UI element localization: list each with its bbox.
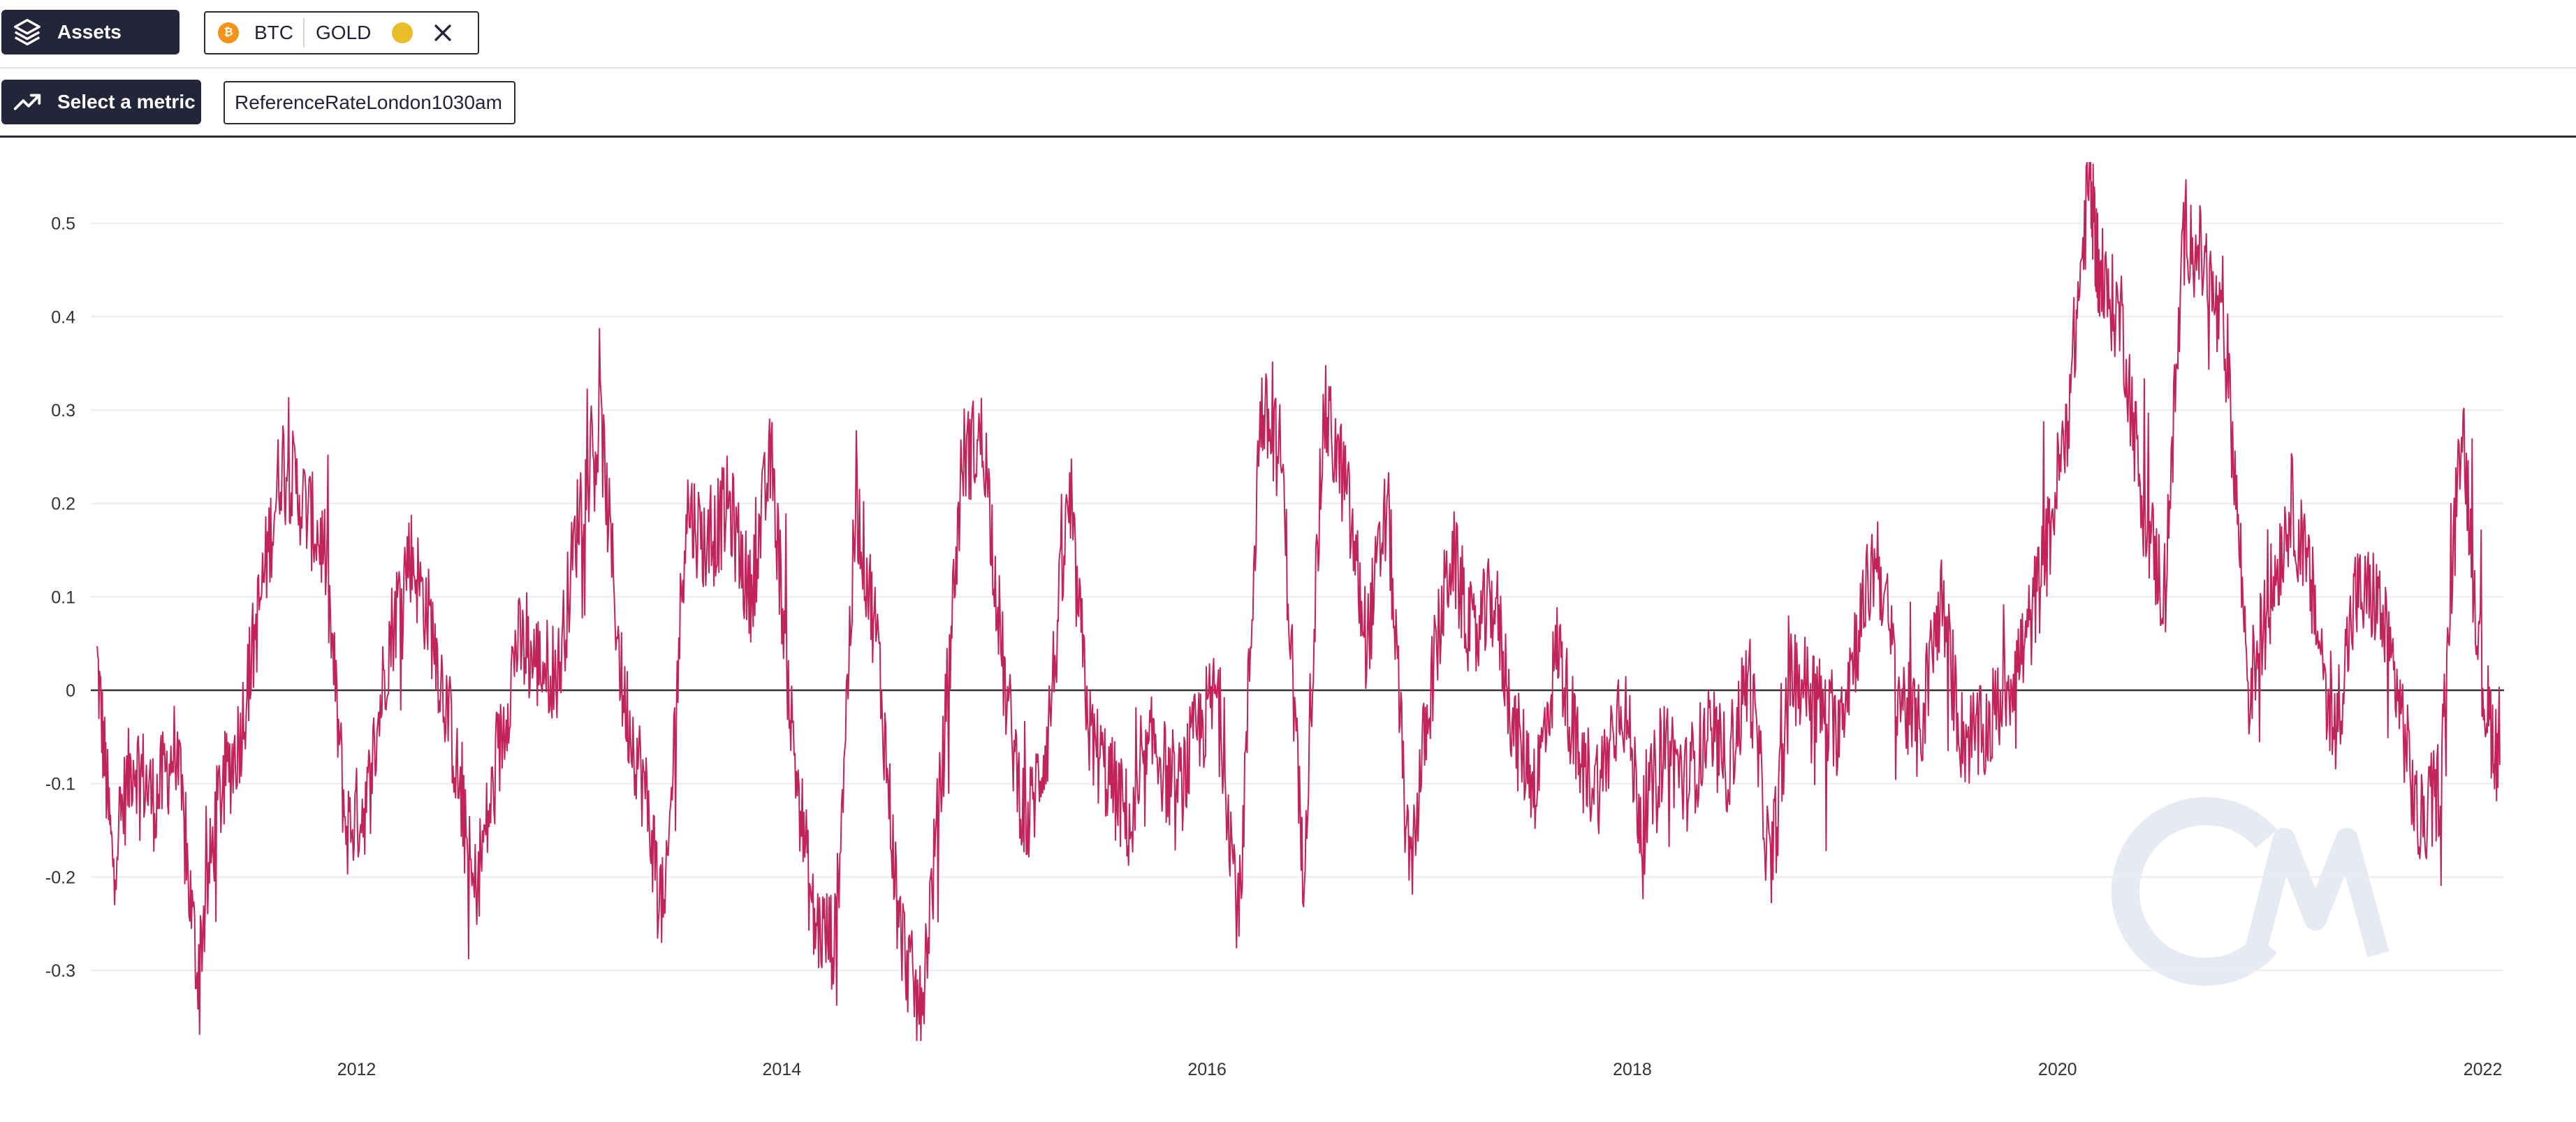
bitcoin-coin-icon: ₿ [218,22,239,43]
layers-icon [14,19,41,45]
watermark-c-mark [2111,797,2278,986]
y-tick-label: 0 [66,681,75,701]
y-tick-label: 0.4 [51,307,75,327]
x-tick-label: 2018 [1613,1060,1652,1079]
asset-label-gold: GOLD [316,22,372,43]
x-tick-label: 2016 [1187,1060,1227,1079]
x-axis-ticks: 2012 2014 2016 2018 2020 2022 [337,1060,2503,1079]
asset-divider [303,18,305,48]
y-tick-label: 0.5 [51,214,75,234]
x-tick-label: 2022 [2464,1060,2503,1079]
chart-grid [91,222,2504,972]
y-tick-label: 0.1 [51,588,75,607]
series-group [96,161,2501,1042]
x-tick-label: 2012 [337,1060,376,1079]
cm-watermark [2111,797,2390,986]
series-line [96,161,2501,1042]
asset-label-btc: BTC [254,22,293,43]
y-tick-label: -0.2 [45,868,75,887]
close-icon[interactable] [431,21,455,45]
asset-toolbar [0,0,2576,68]
x-tick-label: 2014 [763,1060,802,1079]
x-tick-label: 2020 [2038,1060,2077,1079]
asset-selector[interactable]: ₿ BTC GOLD [204,11,479,54]
y-tick-label: 0.2 [51,495,75,514]
y-tick-label: -0.1 [45,775,75,794]
watermark-m-mark [2244,828,2390,958]
select-metric-label: Select a metric [57,91,196,112]
metric-selector[interactable]: ReferenceRateLondon1030am [224,81,515,124]
assets-button[interactable]: Assets [1,10,180,54]
y-axis-ticks: 0.5 0.4 0.3 0.2 0.1 0 -0.1 -0.2 -0.3 [45,214,75,981]
assets-button-label: Assets [57,21,122,43]
trending-up-icon [13,94,41,110]
select-metric-button[interactable]: Select a metric [1,80,201,124]
metric-value: ReferenceRateLondon1030am [235,92,502,113]
correlation-chart: 0.50.40.30.20.10-0.1-0.2-0.3 2012 2014 201… [45,161,2504,1079]
y-tick-label: 0.3 [51,401,75,421]
gold-coin-icon [392,22,414,43]
metric-toolbar [0,68,2576,138]
y-tick-label: -0.3 [45,961,75,981]
